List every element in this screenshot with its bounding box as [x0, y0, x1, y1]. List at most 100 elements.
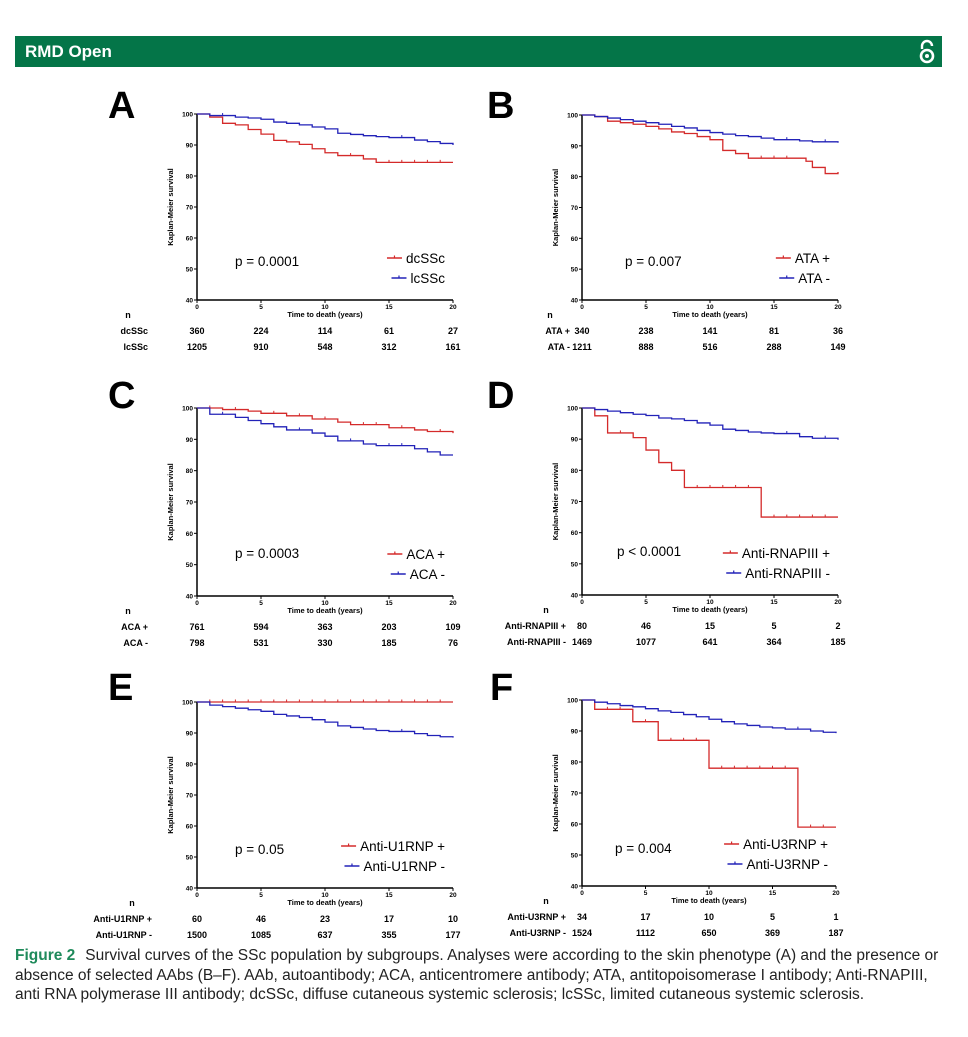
risk-count: 76 — [448, 638, 458, 648]
risk-count: 363 — [317, 622, 332, 632]
y-tick-label: 50 — [571, 267, 579, 274]
y-tick-label: 90 — [571, 437, 579, 444]
risk-count: 10 — [704, 912, 714, 922]
x-tick-label: 0 — [195, 600, 199, 607]
risk-count: 81 — [769, 326, 779, 336]
x-axis-title: Time to death (years) — [671, 896, 747, 905]
risk-count: 1205 — [187, 342, 207, 352]
risk-count: 1112 — [636, 928, 655, 938]
risk-count: 641 — [702, 637, 717, 647]
survival-curve-anti-u1rnp- — [197, 701, 454, 738]
x-tick-label: 10 — [321, 304, 329, 311]
panel-letter: B — [487, 85, 514, 127]
risk-count: 80 — [577, 621, 587, 631]
y-tick-label: 80 — [571, 468, 579, 475]
x-axis-title: Time to death (years) — [672, 310, 748, 319]
p-value: p = 0.0001 — [235, 254, 299, 269]
risk-row-label: dcSSc — [120, 326, 148, 336]
risk-table-header: n — [125, 606, 131, 616]
y-tick-label: 40 — [571, 298, 579, 305]
y-axis-title: Kaplan-Meier survival — [166, 463, 175, 541]
risk-table-header: n — [543, 605, 549, 615]
x-tick-label: 10 — [321, 600, 329, 607]
y-tick-label: 90 — [571, 729, 579, 736]
x-tick-label: 20 — [832, 890, 840, 897]
p-value: p = 0.0003 — [235, 546, 299, 561]
y-axis-title: Kaplan-Meier survival — [551, 463, 560, 541]
risk-count: 36 — [833, 326, 843, 336]
legend-label: lcSSc — [410, 271, 445, 286]
survival-curve-anti-rnapiii- — [582, 407, 839, 440]
x-tick-label: 15 — [770, 304, 778, 311]
risk-count: 185 — [830, 637, 845, 647]
panel-C: C 40 50 60 70 80 90 100 0 5 10 15 20 Time to death (y… — [108, 375, 461, 648]
risk-count: 224 — [253, 326, 268, 336]
x-tick-label: 5 — [259, 892, 263, 899]
risk-count: 46 — [641, 621, 651, 631]
panel-letter: C — [108, 375, 135, 417]
risk-count: 203 — [381, 622, 396, 632]
y-axis-title: Kaplan-Meier survival — [551, 169, 560, 247]
caption-text: Survival curves of the SSc population by… — [15, 947, 939, 1003]
y-tick-label: 80 — [186, 468, 194, 475]
risk-count: 46 — [256, 914, 266, 924]
risk-count: 114 — [318, 326, 333, 336]
risk-count: 141 — [702, 326, 717, 336]
risk-count: 637 — [317, 930, 332, 940]
survival-curve-anti-u3rnp- — [582, 699, 837, 734]
risk-count: 23 — [320, 914, 330, 924]
x-tick-label: 0 — [195, 892, 199, 899]
risk-count: 60 — [192, 914, 202, 924]
risk-count: 910 — [253, 342, 268, 352]
y-tick-label: 100 — [567, 113, 578, 120]
y-tick-label: 40 — [186, 298, 194, 305]
risk-count: 149 — [830, 342, 845, 352]
y-axis-title: Kaplan-Meier survival — [166, 168, 175, 246]
y-tick-label: 80 — [571, 760, 579, 767]
risk-row-label: ACA + — [121, 622, 148, 632]
x-tick-label: 5 — [259, 304, 263, 311]
risk-count: 360 — [189, 326, 204, 336]
x-tick-label: 0 — [195, 304, 199, 311]
risk-table-header: n — [129, 898, 135, 908]
y-tick-label: 70 — [186, 500, 194, 507]
x-tick-label: 5 — [644, 890, 648, 897]
panel-B: B 40 50 60 70 80 90 100 0 5 10 15 20 Time to death (y… — [487, 85, 846, 352]
y-tick-label: 40 — [186, 594, 194, 601]
legend-label: Anti-U3RNP - — [746, 857, 828, 872]
x-tick-label: 0 — [580, 304, 584, 311]
y-tick-label: 70 — [571, 205, 579, 212]
x-axis-title: Time to death (years) — [287, 606, 363, 615]
y-tick-label: 60 — [571, 236, 579, 243]
x-tick-label: 0 — [580, 599, 584, 606]
y-tick-label: 40 — [571, 593, 579, 600]
x-axis-title: Time to death (years) — [672, 605, 748, 614]
panel-D: D 40 50 60 70 80 90 100 0 5 10 15 20 Time to death (y… — [487, 375, 846, 647]
survival-curve-anti-u3rnp- — [582, 699, 836, 828]
risk-count: 330 — [317, 638, 332, 648]
panel-letter: F — [490, 667, 513, 709]
x-tick-label: 10 — [705, 890, 713, 897]
y-tick-label: 60 — [571, 530, 579, 537]
survival-curve-ata- — [582, 114, 839, 143]
legend-label: Anti-RNAPIII + — [742, 546, 830, 561]
legend-label: Anti-U1RNP - — [363, 859, 445, 874]
y-tick-label: 50 — [571, 853, 579, 860]
x-tick-label: 15 — [385, 600, 393, 607]
risk-count: 312 — [381, 342, 396, 352]
survival-curve-ata- — [582, 114, 839, 175]
risk-count: 15 — [705, 621, 715, 631]
legend-label: Anti-RNAPIII - — [745, 566, 830, 581]
legend-label: dcSSc — [406, 251, 445, 266]
caption-label: Figure 2 — [15, 947, 76, 964]
p-value: p = 0.004 — [615, 841, 672, 856]
risk-row-label: Anti-RNAPIII - — [507, 637, 566, 647]
risk-count: 594 — [253, 622, 268, 632]
x-tick-label: 20 — [834, 599, 842, 606]
risk-count: 369 — [765, 928, 780, 938]
risk-count: 109 — [445, 622, 460, 632]
y-tick-label: 80 — [186, 174, 194, 181]
y-tick-label: 80 — [571, 174, 579, 181]
survival-curve-lcssc — [197, 113, 454, 145]
